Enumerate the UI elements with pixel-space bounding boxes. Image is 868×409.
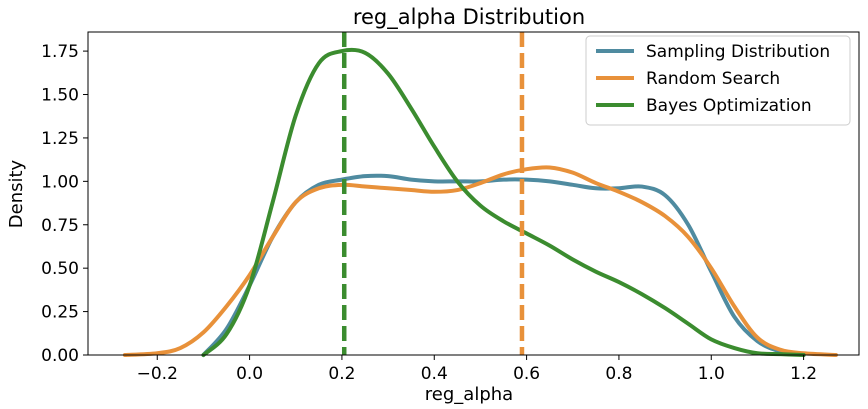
x-tick-label: 1.0 [698, 364, 725, 384]
legend-label-bayes-optimization: Bayes Optimization [646, 96, 812, 116]
x-tick-label: 0.8 [605, 364, 632, 384]
legend-box [585, 35, 851, 126]
y-tick-label: 0.50 [41, 259, 79, 279]
x-tick-label: −0.2 [137, 364, 178, 384]
x-tick-label: 0.0 [236, 364, 263, 384]
legend-label-sampling-distribution: Sampling Distribution [646, 42, 830, 62]
y-tick-label: 0.25 [41, 303, 79, 323]
x-tick-label: 0.4 [421, 364, 448, 384]
legend-label-random-search: Random Search [646, 69, 780, 89]
x-axis: −0.2 0.0 0.2 0.4 0.6 0.8 1.0 1.2 [137, 355, 817, 384]
y-axis-title: Density [6, 159, 27, 228]
series-line-random-search [122, 165, 838, 357]
y-tick-label: 1.00 [41, 172, 79, 192]
y-tick-label: 1.50 [41, 86, 79, 106]
y-tick-label: 0.00 [41, 346, 79, 366]
y-tick-label: 1.75 [41, 42, 79, 62]
y-tick-label: 1.25 [41, 129, 79, 149]
x-tick-label: 0.2 [328, 364, 355, 384]
y-tick-label: 0.75 [41, 216, 79, 236]
chart-title: reg_alpha Distribution [353, 5, 585, 30]
plot-frame [87, 31, 860, 356]
x-axis-title: reg_alpha [425, 384, 513, 405]
plot-area [122, 32, 838, 357]
legend: Sampling Distribution Random Search Bayes … [585, 35, 851, 126]
x-tick-label: 1.2 [790, 364, 817, 384]
y-axis: 0.00 0.25 0.50 0.75 1.00 1.25 1.50 1.75 [41, 42, 88, 366]
series-line-bayes-optimization [201, 47, 806, 357]
x-tick-label: 0.6 [513, 364, 540, 384]
